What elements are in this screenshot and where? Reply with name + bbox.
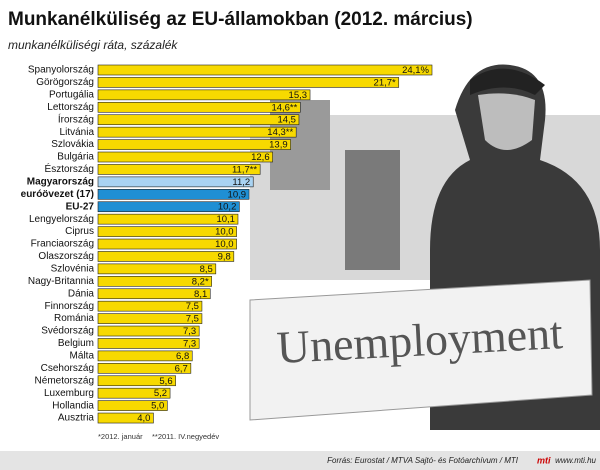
bar [97,313,203,324]
value-label: 8,1 [194,289,207,300]
category-label: Franciaország [31,239,94,250]
category-label: Lettország [47,102,94,113]
value-label: 9,8 [218,251,231,262]
value-label: 7,5 [186,314,199,325]
bar [97,325,200,337]
bar [97,139,291,150]
bar [97,375,176,387]
category-label: Szlovénia [51,264,95,275]
value-label: 11,2 [232,177,250,188]
value-label: 14,5 [277,115,296,126]
bar [97,213,239,225]
value-label: 15,3 [289,90,308,101]
category-label: Németország [35,375,94,386]
category-label: Ciprus [65,226,94,237]
bar [97,400,168,411]
category-label: Nagy-Britannia [28,276,95,287]
value-label: 13,9 [269,140,288,151]
value-label: 21,7* [374,77,396,88]
value-label: 10,0 [215,227,234,238]
bar [97,263,217,275]
footnote: **2011. IV.negyedév [152,432,219,441]
value-label: 10,1 [216,214,235,225]
value-label: 5,2 [154,388,167,399]
bars: Spanyolország 24,1% Görögország 21,7* Portug… [21,64,433,424]
category-label: Svédország [41,326,94,337]
category-label: euróövezet (17) [21,189,94,200]
footnote: *2012. január [98,432,143,441]
bar [97,126,297,138]
category-label: Finnország [45,301,94,312]
chart-title: Munkanélküliség az EU-államokban (2012. … [8,9,473,30]
category-label: Csehország [41,363,94,374]
bar [97,101,301,113]
category-label: Luxemburg [44,388,94,399]
value-label: 11,7** [232,164,257,175]
category-label: Magyarország [27,177,94,188]
bar [97,189,250,200]
category-label: Románia [54,313,94,324]
website: www.mti.hu [555,456,596,465]
category-label: Szlovákia [51,139,94,150]
value-label: 7,5 [186,301,199,312]
value-label: 10,9 [228,189,247,200]
value-label: 7,3 [183,338,196,349]
category-label: Spanyolország [28,65,94,76]
category-label: Bulgária [57,152,94,163]
category-label: Belgium [58,338,94,349]
value-label: 8,2* [192,276,209,287]
bar [97,276,212,287]
bar [97,201,240,213]
bar [97,114,300,126]
category-label: Portugália [49,90,94,101]
category-label: Málta [70,351,95,362]
value-label: 6,7 [175,363,188,374]
bar [97,338,200,349]
chart-subtitle: munkanélküliségi ráta, százalék [8,38,178,52]
bar [97,288,211,300]
category-label: Észtország [45,162,94,175]
value-label: 8,5 [200,264,213,275]
bar [97,164,261,175]
category-label: Lengyelország [29,214,94,225]
bar [97,238,237,250]
bar [97,300,203,312]
category-label: Ausztria [58,413,95,424]
bar [97,64,433,76]
value-label: 5,6 [159,376,172,387]
bar [97,226,237,237]
footer-bar [0,451,600,470]
bar [97,151,273,163]
value-label: 14,6** [271,102,297,113]
category-label: Dánia [68,288,95,299]
value-label: 10,0 [215,239,234,250]
category-label: Hollandia [52,400,94,411]
value-label: 24,1% [402,65,429,76]
source: Forrás: Eurostat / MTVA Sajtó- és Fotóar… [327,456,519,465]
bar [97,251,235,262]
value-label: 6,8 [176,351,189,362]
value-label: 5,0 [151,401,164,412]
logo: mti [537,455,551,465]
category-label: EU-27 [66,201,95,212]
value-label: 14,3** [267,127,293,138]
value-label: 12,6 [251,152,270,163]
value-label: 4,0 [137,413,150,424]
photo [249,64,600,430]
bar [97,387,171,399]
bar [97,350,193,362]
value-label: 10,2 [218,202,237,213]
bar [97,363,192,374]
category-label: Írország [58,112,94,125]
category-label: Olaszország [38,251,94,262]
bar [97,77,400,88]
bar [97,412,154,424]
category-label: Litvánia [60,127,95,138]
value-label: 7,3 [183,326,196,337]
bar [97,89,311,101]
bar [97,176,254,188]
category-label: Görögország [36,77,94,88]
